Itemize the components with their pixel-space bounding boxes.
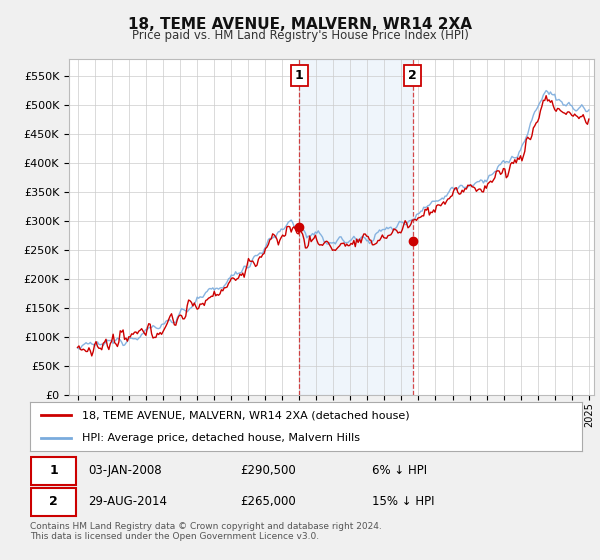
- Text: Contains HM Land Registry data © Crown copyright and database right 2024.
This d: Contains HM Land Registry data © Crown c…: [30, 522, 382, 542]
- Text: 18, TEME AVENUE, MALVERN, WR14 2XA: 18, TEME AVENUE, MALVERN, WR14 2XA: [128, 17, 472, 32]
- Text: Price paid vs. HM Land Registry's House Price Index (HPI): Price paid vs. HM Land Registry's House …: [131, 29, 469, 42]
- Bar: [299, 59, 413, 395]
- Text: 1: 1: [295, 69, 304, 82]
- Text: HPI: Average price, detached house, Malvern Hills: HPI: Average price, detached house, Malv…: [82, 433, 361, 444]
- Text: 6% ↓ HPI: 6% ↓ HPI: [372, 464, 427, 478]
- Text: 2: 2: [49, 496, 58, 508]
- Text: 2: 2: [408, 69, 417, 82]
- Text: 18, TEME AVENUE, MALVERN, WR14 2XA (detached house): 18, TEME AVENUE, MALVERN, WR14 2XA (deta…: [82, 410, 410, 421]
- Text: £290,500: £290,500: [240, 464, 296, 478]
- Text: 29-AUG-2014: 29-AUG-2014: [88, 496, 167, 508]
- Text: 03-JAN-2008: 03-JAN-2008: [88, 464, 161, 478]
- Text: 15% ↓ HPI: 15% ↓ HPI: [372, 496, 435, 508]
- FancyBboxPatch shape: [31, 488, 76, 516]
- Text: 1: 1: [49, 464, 58, 478]
- FancyBboxPatch shape: [31, 457, 76, 485]
- Text: £265,000: £265,000: [240, 496, 296, 508]
